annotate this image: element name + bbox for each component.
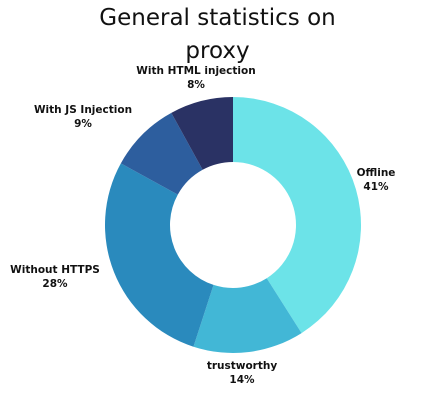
- slice-label-value: 8%: [187, 79, 205, 91]
- slice-label-name: Without HTTPS: [10, 264, 100, 276]
- donut-slices: [105, 97, 361, 353]
- chart-title: General statistics on proxy: [0, 2, 435, 68]
- slice-label-name: With HTML injection: [136, 65, 255, 77]
- slice-label-name: trustworthy: [207, 360, 278, 372]
- slice-label-value: 41%: [363, 181, 389, 193]
- slice-label-value: 9%: [74, 118, 92, 130]
- slice-label-name: With JS Injection: [34, 104, 132, 116]
- chart-title-line-1: General statistics on: [99, 5, 336, 31]
- slice-label-value: 14%: [229, 374, 255, 386]
- donut-labels: Offline 41% trustworthy 14% Without HTTPS 28%…: [10, 65, 395, 386]
- slice-with-html-injection: [171, 97, 233, 170]
- slice-offline: [233, 97, 361, 334]
- slice-with-js-injection: [120, 112, 203, 195]
- slice-label-value: 28%: [42, 278, 68, 290]
- slice-trustworthy: [193, 278, 302, 353]
- slice-without-https: [105, 163, 214, 347]
- chart-title-line-2: proxy: [185, 38, 250, 64]
- slice-label-name: Offline: [357, 167, 396, 179]
